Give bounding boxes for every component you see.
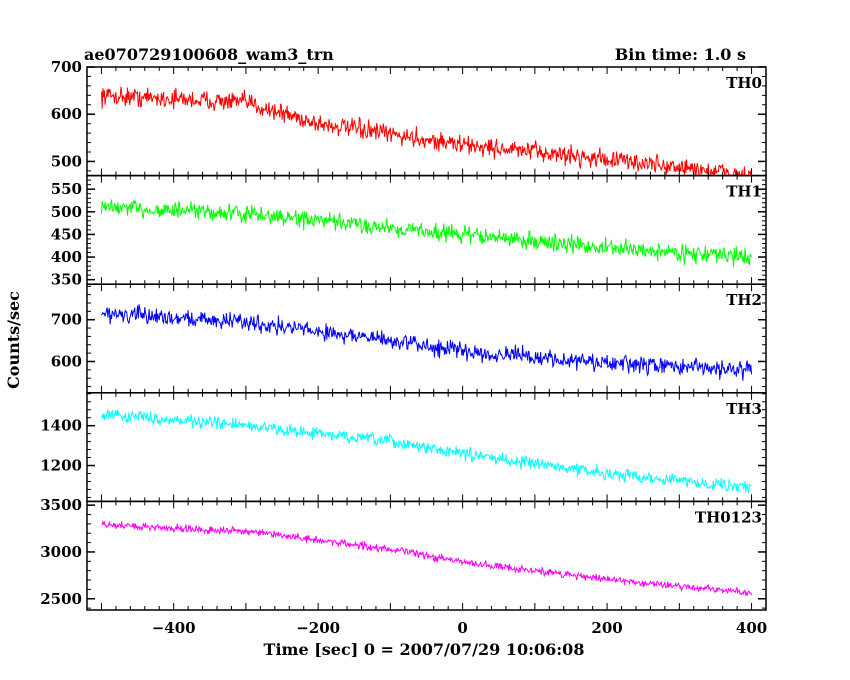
panel-label: TH1 <box>726 183 762 201</box>
y-tick-label: 3500 <box>40 496 82 514</box>
panel-th1: 350 400 450 500 550 TH1 <box>51 174 767 289</box>
series-th1 <box>100 198 753 267</box>
panels-group: 500 600 700 TH0 350 400 450 500 550 TH1 600 700 TH2 1… <box>40 58 767 611</box>
y-tick-label: 2500 <box>40 590 82 608</box>
x-tick-label: −400 <box>152 619 196 637</box>
panel-th2: 600 700 TH2 <box>51 283 767 394</box>
bin-time-label: Bin time: 1.0 s <box>615 45 746 64</box>
y-tick-label: 500 <box>51 152 82 170</box>
y-axis-title: Counts/sec <box>4 291 23 389</box>
y-tick-label: 400 <box>51 248 82 266</box>
panel-th0: 500 600 700 TH0 <box>51 58 767 177</box>
panel-th3: 1200 1400 TH3 <box>40 392 767 503</box>
x-tick-label: 400 <box>736 619 767 637</box>
y-tick-label: 1400 <box>40 417 82 435</box>
y-tick-label: 700 <box>51 58 82 76</box>
x-tick-label: 200 <box>591 619 622 637</box>
y-tick-label: 600 <box>51 105 82 123</box>
panel-th0123: 2500 3000 3500 TH0123 <box>40 496 767 611</box>
y-tick-label: 450 <box>51 225 82 243</box>
x-axis: −400 −200 0 200 400 <box>152 619 767 637</box>
series-th3 <box>101 409 752 494</box>
panel-frame <box>86 500 767 611</box>
panel-label: TH2 <box>726 291 762 309</box>
y-tick-label: 350 <box>51 271 82 289</box>
y-tick-label: 600 <box>51 352 82 370</box>
y-tick-label: 3000 <box>40 543 82 561</box>
series-th0 <box>100 86 753 176</box>
chart-title: ae070729100608_wam3_trn <box>84 45 334 64</box>
x-tick-label: −200 <box>296 619 340 637</box>
series-th0123 <box>101 519 753 597</box>
panel-frame <box>86 283 767 394</box>
x-tick-label: 0 <box>457 619 467 637</box>
x-axis-title: Time [sec] 0 = 2007/07/29 10:06:08 <box>264 640 585 659</box>
panel-label: TH3 <box>726 400 762 418</box>
panel-label: TH0123 <box>695 508 762 526</box>
panel-frame <box>86 66 767 177</box>
panel-label: TH0 <box>726 74 762 92</box>
y-tick-label: 550 <box>51 180 82 198</box>
y-tick-label: 700 <box>51 311 82 329</box>
y-tick-label: 1200 <box>40 457 82 475</box>
series-th2 <box>101 304 753 381</box>
y-tick-label: 500 <box>51 203 82 221</box>
